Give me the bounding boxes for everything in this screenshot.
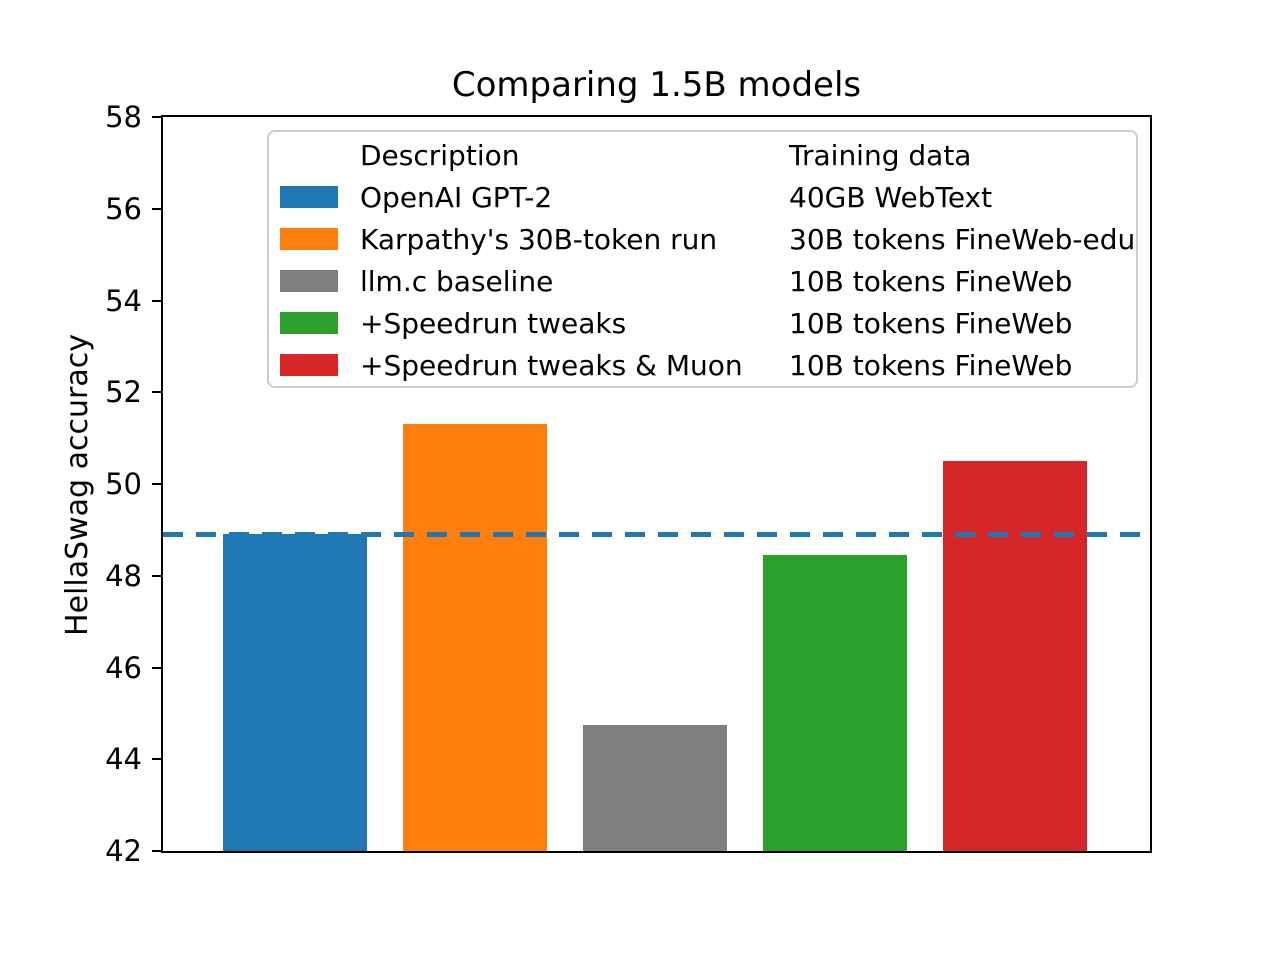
ytick-label: 50 — [105, 467, 142, 501]
ytick-label: 56 — [105, 191, 142, 226]
ytick-label: 48 — [105, 558, 142, 593]
legend-row: llm.c baseline 10B tokens FineWeb — [280, 260, 1136, 302]
plot-area: Description Training data OpenAI GPT-2 40GB… — [161, 115, 1152, 853]
legend-row: OpenAI GPT-2 40GB WebText — [280, 176, 1136, 218]
ytick-mark — [152, 574, 161, 577]
ytick-label: 44 — [105, 742, 142, 777]
bar-5 — [943, 461, 1087, 851]
ytick-label: 54 — [105, 283, 142, 318]
legend-training-data: 10B tokens FineWeb — [789, 306, 1073, 340]
chart-title: Comparing 1.5B models — [451, 65, 862, 105]
legend-swatch — [280, 228, 338, 250]
ytick-mark — [152, 666, 161, 669]
ytick-label: 52 — [105, 375, 142, 410]
ytick-mark — [152, 850, 161, 852]
ytick-mark — [152, 116, 161, 118]
legend-description: llm.c baseline — [360, 264, 554, 298]
legend-swatch — [280, 312, 338, 334]
legend-row: Karpathy's 30B-token run 30B tokens FineW… — [280, 218, 1136, 260]
bar-1 — [223, 534, 367, 851]
legend-row: +Speedrun tweaks 10B tokens FineWeb — [280, 302, 1136, 344]
legend-row: +Speedrun tweaks & Muon 10B tokens FineWe… — [280, 344, 1136, 386]
legend-training-data: 10B tokens FineWeb — [789, 264, 1073, 298]
ytick-label: 42 — [105, 834, 142, 868]
ytick-label: 58 — [105, 100, 142, 134]
legend-training-data: Training data — [789, 138, 972, 172]
legend-description: +Speedrun tweaks — [360, 306, 627, 340]
legend-description: Karpathy's 30B-token run — [360, 222, 718, 256]
ytick-mark — [152, 207, 161, 210]
legend-swatch — [280, 354, 338, 376]
ytick-mark — [152, 483, 161, 485]
bar-3 — [583, 724, 727, 851]
reference-line — [163, 531, 1150, 537]
bar-4 — [763, 555, 907, 851]
legend-swatch — [280, 270, 338, 292]
legend-description: OpenAI GPT-2 — [360, 180, 553, 214]
ytick-label: 46 — [105, 650, 142, 685]
legend-training-data: 40GB WebText — [789, 180, 993, 214]
legend-description: Description — [360, 138, 520, 172]
legend-training-data: 10B tokens FineWeb — [789, 348, 1073, 382]
bar-2 — [403, 424, 547, 851]
ytick-mark — [152, 758, 161, 761]
legend-swatch — [280, 186, 338, 208]
ytick-mark — [152, 299, 161, 302]
legend-description: +Speedrun tweaks & Muon — [360, 348, 743, 382]
ytick-mark — [152, 391, 161, 394]
legend: Description Training data OpenAI GPT-2 40GB… — [267, 130, 1138, 388]
legend-header-row: Description Training data — [280, 134, 1136, 176]
legend-training-data: 30B tokens FineWeb-edu — [789, 222, 1136, 256]
